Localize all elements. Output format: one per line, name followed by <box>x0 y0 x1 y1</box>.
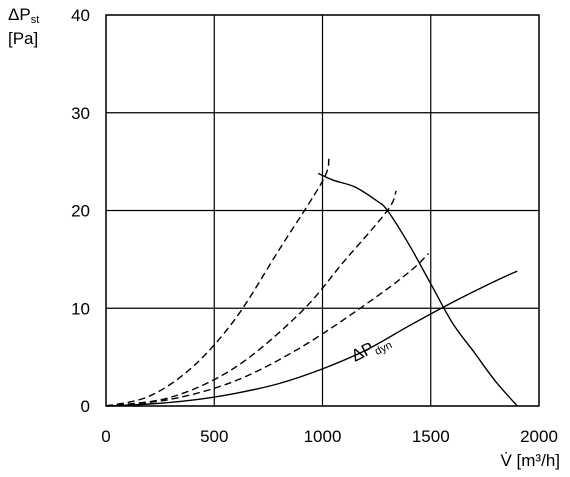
system-curve-2 <box>105 190 397 407</box>
grid <box>105 14 540 407</box>
y-tick-label: 30 <box>71 104 90 123</box>
x-tick-label: 2000 <box>520 427 558 446</box>
y-tick-label: 0 <box>81 397 90 416</box>
y-tick-label: 20 <box>71 202 90 221</box>
y-axis-unit: [Pa] <box>8 29 38 48</box>
plot-frame <box>105 14 540 407</box>
y-tick-label: 10 <box>71 299 90 318</box>
y-tick-label: 40 <box>71 6 90 25</box>
curves: ΔPdyn <box>105 158 518 407</box>
x-axis-label-unit: [m³/h] <box>517 451 560 470</box>
dynamic-pressure-curve <box>105 270 518 407</box>
fan-curve <box>317 172 518 407</box>
x-tick-label: 1500 <box>412 427 450 446</box>
system-curve-1 <box>105 158 330 407</box>
tick-labels: 0 500 1000 1500 2000 0 10 20 30 40 <box>71 6 558 446</box>
x-axis-label-symbol: V̇ <box>500 451 512 470</box>
x-axis-label: V̇ [m³/h] <box>500 451 560 470</box>
dynamic-pressure-label: ΔPdyn <box>348 330 394 368</box>
y-axis-label-subscript: st <box>31 14 40 26</box>
x-tick-label: 0 <box>101 427 110 446</box>
x-tick-label: 1000 <box>304 427 342 446</box>
x-tick-label: 500 <box>200 427 228 446</box>
system-curve-3 <box>105 252 430 407</box>
y-axis-label-symbol: ΔP <box>8 5 31 24</box>
dynamic-pressure-label-symbol: ΔP <box>348 338 377 365</box>
y-axis-label: ΔPst <box>8 5 39 26</box>
dynamic-pressure-label-subscript: dyn <box>373 339 394 358</box>
